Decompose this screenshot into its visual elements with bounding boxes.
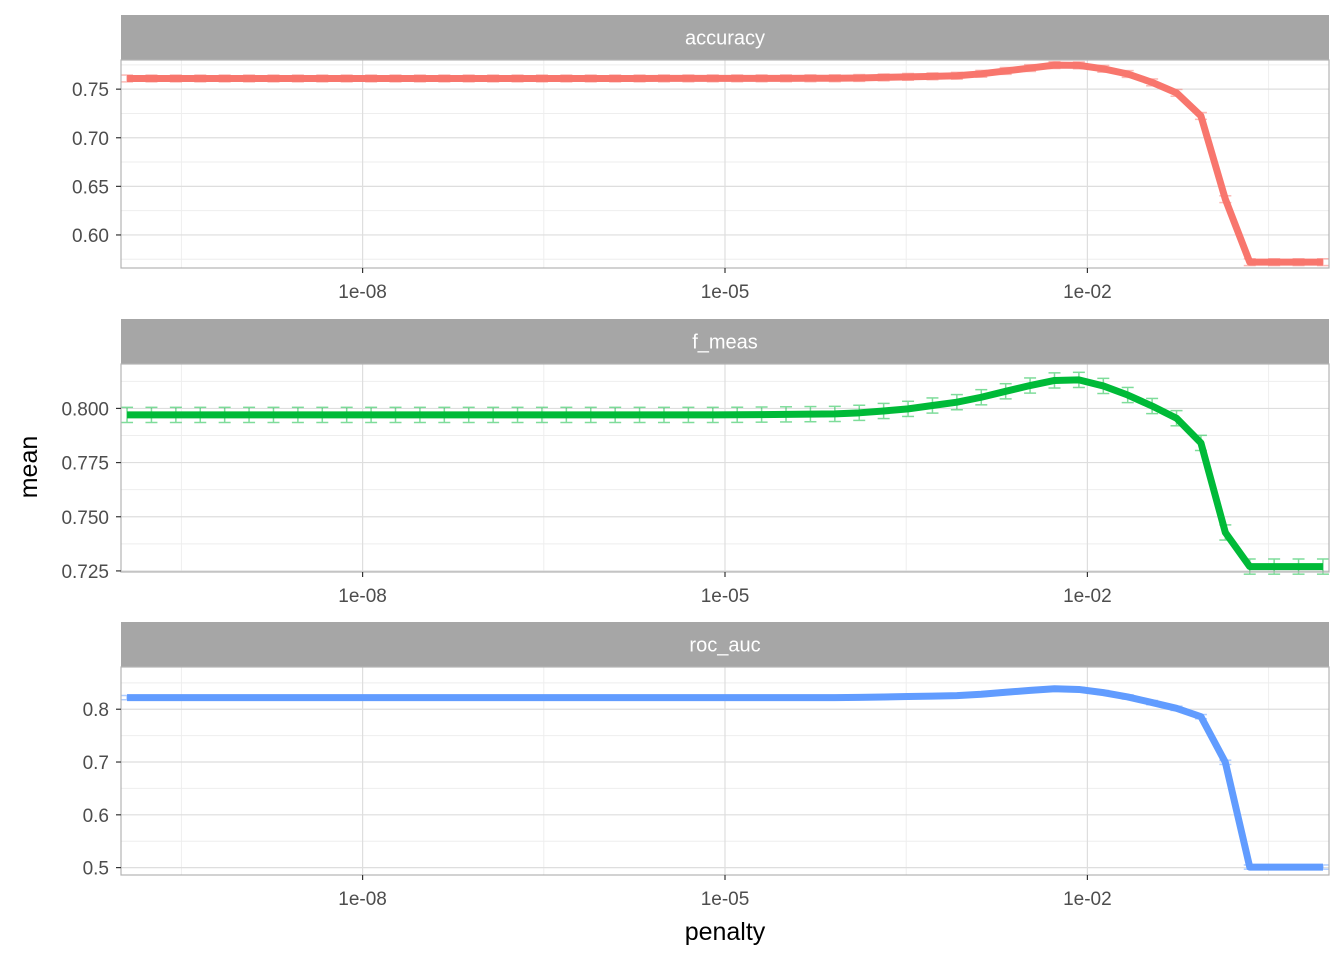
x-tick-label: 1e-08 — [338, 586, 387, 607]
x-tick-label: 1e-05 — [701, 282, 750, 303]
x-tick-label: 1e-02 — [1063, 586, 1112, 607]
y-tick-label: 0.70 — [72, 129, 109, 150]
y-tick-label: 0.65 — [72, 177, 109, 198]
y-tick-label: 0.7 — [83, 753, 109, 774]
facet-panel-f_meas: f_meas 0.725 0.750 0.775 0.800 1e-08 1e-05 1e-0… — [61, 319, 1330, 607]
x-tick-label: 1e-05 — [701, 889, 750, 910]
x-tick-label: 1e-08 — [338, 889, 387, 910]
y-tick-label: 0.75 — [72, 80, 109, 101]
y-tick-label: 0.750 — [61, 508, 109, 529]
facet-panel-roc_auc: roc_auc 0.5 0.6 0.7 0.8 1e-08 1e-05 1e-02 — [83, 622, 1330, 910]
facet-strip — [121, 15, 1329, 60]
facet-strip — [121, 622, 1329, 667]
x-tick-label: 1e-02 — [1063, 889, 1112, 910]
x-tick-label: 1e-02 — [1063, 282, 1112, 303]
x-tick-label: 1e-05 — [701, 586, 750, 607]
y-tick-label: 0.6 — [83, 806, 109, 827]
x-tick-label: 1e-08 — [338, 282, 387, 303]
y-tick-label: 0.8 — [83, 700, 109, 721]
facet-strip-label: f_meas — [692, 332, 758, 354]
facet-strip — [121, 319, 1329, 364]
y-tick-label: 0.775 — [61, 454, 109, 475]
y-tick-label: 0.60 — [72, 226, 109, 247]
y-tick-label: 0.800 — [61, 399, 109, 420]
y-tick-label: 0.5 — [83, 859, 109, 880]
series-line-roc_auc — [127, 685, 1323, 871]
facet-strip-label: roc_auc — [689, 635, 760, 657]
y-tick-label: 0.725 — [61, 562, 109, 583]
y-axis-title: mean — [15, 436, 43, 499]
x-axis-title: penalty — [685, 918, 766, 946]
facet-panel-accuracy: accuracy 0.60 0.65 0.70 0.75 1e-08 1e-05 1e-02 — [72, 15, 1330, 303]
series-line-f_meas — [127, 376, 1323, 571]
facet-strip-label: accuracy — [685, 28, 765, 50]
series-line-accuracy — [127, 61, 1323, 266]
